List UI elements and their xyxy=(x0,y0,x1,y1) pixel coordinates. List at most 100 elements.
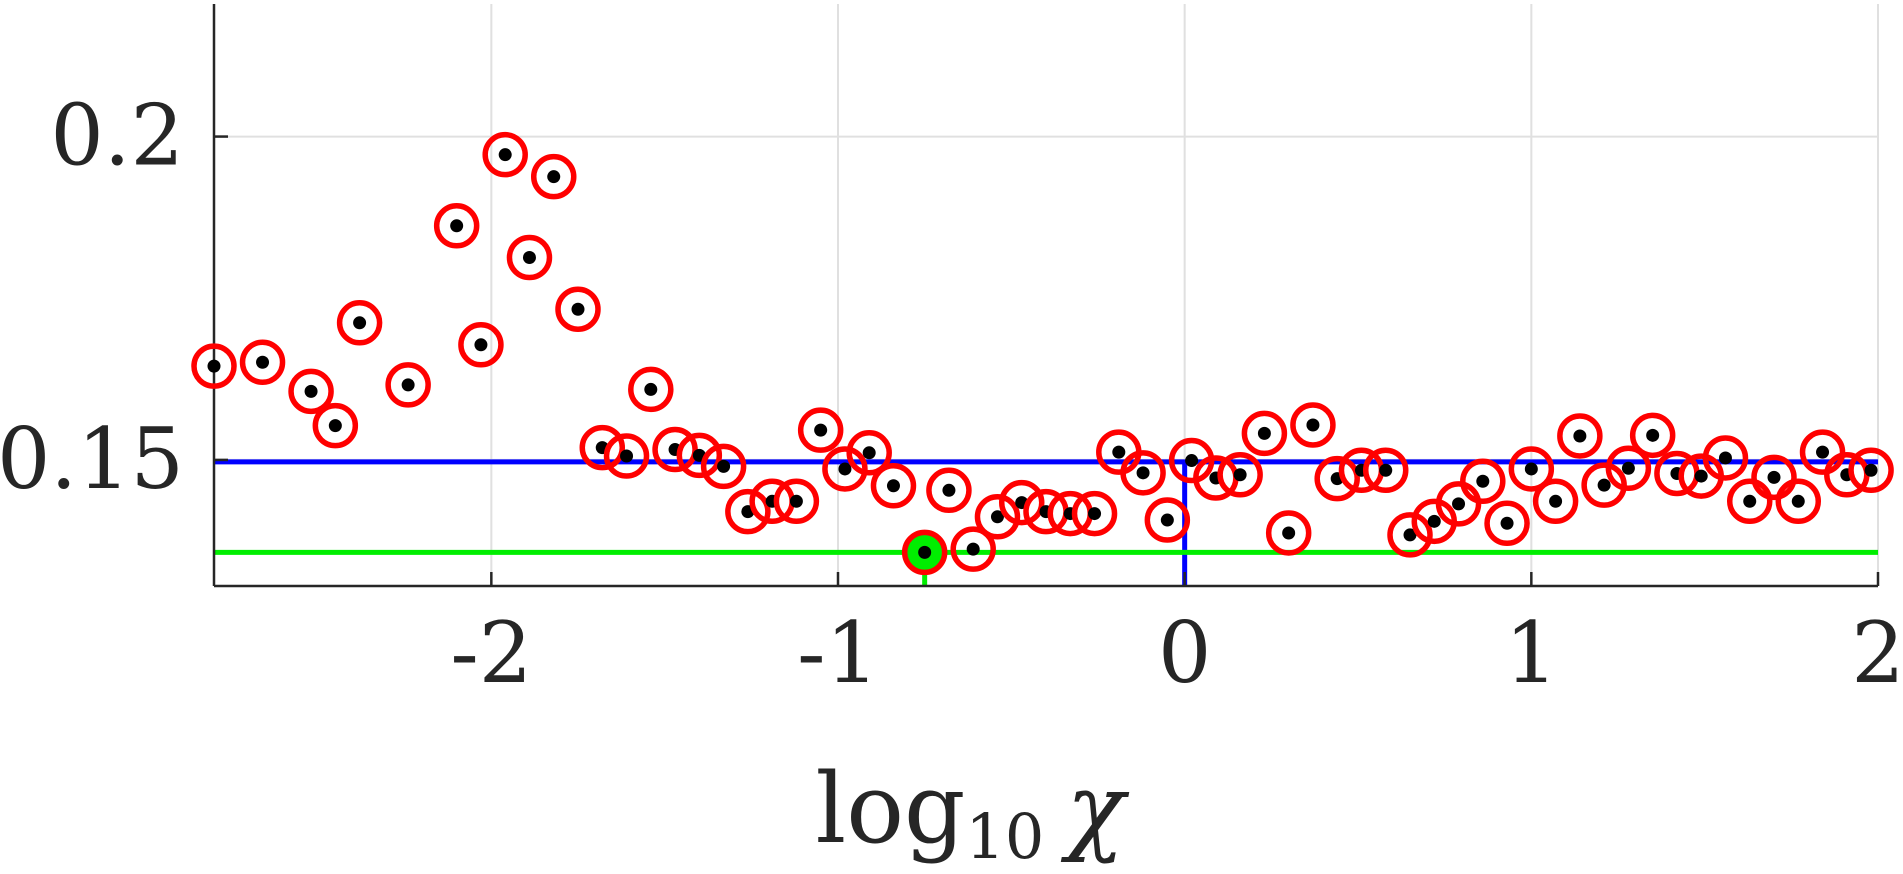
data-point-marker xyxy=(555,286,601,332)
data-point-marker xyxy=(458,322,504,368)
data-point-marker xyxy=(926,467,972,514)
data-point-marker xyxy=(1775,478,1822,525)
data-point-marker xyxy=(1751,454,1797,501)
reference-lines xyxy=(214,459,1878,586)
data-point-dot xyxy=(1767,470,1781,484)
data-point-dot xyxy=(571,302,585,316)
data-point-marker xyxy=(797,407,844,453)
data-point-marker xyxy=(676,432,723,479)
data-point-dot xyxy=(1452,497,1466,511)
data-point-marker xyxy=(1314,455,1360,502)
data-point-dot xyxy=(942,483,956,497)
data-point-dot xyxy=(1549,494,1563,508)
data-point-dot xyxy=(1718,451,1732,465)
data-point-marker xyxy=(1508,446,1555,492)
data-point-marker xyxy=(312,402,359,449)
data-point-dot xyxy=(522,250,536,264)
data-point-dot xyxy=(353,316,367,330)
data-point-dot xyxy=(474,338,488,352)
data-point-dot xyxy=(1136,466,1150,480)
data-point-dot xyxy=(207,359,221,373)
data-point-marker xyxy=(1557,413,1603,459)
data-point-marker xyxy=(191,343,237,389)
x-tick-label: -1 xyxy=(797,604,879,702)
data-point-marker xyxy=(433,203,480,249)
data-point-dot xyxy=(1088,507,1102,521)
grid-layer xyxy=(214,4,1879,586)
data-point-marker xyxy=(1605,445,1652,492)
data-point-dot xyxy=(918,545,932,559)
data-point-dot xyxy=(1282,526,1296,540)
data-point-dot xyxy=(1233,468,1247,482)
data-point-marker xyxy=(822,446,868,492)
data-point-marker xyxy=(1290,402,1336,448)
data-point-marker xyxy=(1726,478,1773,525)
data-point-marker xyxy=(1241,410,1288,457)
data-point-dot xyxy=(1500,516,1514,530)
data-point-marker xyxy=(530,153,577,200)
data-point-marker xyxy=(288,368,334,415)
data-point-dot xyxy=(1646,428,1660,442)
data-point-dot xyxy=(1476,474,1490,488)
x-tick-label: -2 xyxy=(450,604,532,702)
axes xyxy=(212,4,1880,588)
data-point-dot xyxy=(1379,463,1393,477)
data-point-dot xyxy=(886,479,900,493)
data-point-dot xyxy=(328,419,342,433)
data-point-dot xyxy=(450,219,464,233)
x-axis-label-subscript: 10 xyxy=(965,800,1044,873)
data-point-dot xyxy=(1597,478,1611,492)
data-point-marker xyxy=(1071,490,1118,537)
data-point-marker xyxy=(725,488,771,535)
data-point-dot xyxy=(1743,494,1757,508)
data-point-dot xyxy=(862,446,876,460)
data-point-dot xyxy=(498,148,512,162)
data-point-dot xyxy=(1573,429,1587,443)
data-point-dot xyxy=(717,459,731,473)
data-point-marker xyxy=(1362,447,1409,493)
data-point-dot xyxy=(1257,426,1271,440)
data-point-marker xyxy=(846,430,892,476)
data-point-marker xyxy=(1460,458,1506,504)
data-point-marker xyxy=(506,234,553,281)
data-point-marker xyxy=(239,339,286,386)
data-point-dot xyxy=(789,494,803,508)
data-point-marker xyxy=(1532,478,1579,525)
data-point-dot xyxy=(1185,454,1199,468)
data-point-dot xyxy=(1694,469,1708,483)
data-point-marker xyxy=(1702,435,1749,481)
data-point-dot xyxy=(1306,418,1320,432)
data-point-dot xyxy=(1112,445,1126,459)
data-point-dot xyxy=(644,382,658,396)
data-point-dot xyxy=(1524,462,1538,476)
y-tick-label: 0.15 xyxy=(0,410,184,508)
data-point-marker xyxy=(652,426,698,473)
data-point-marker xyxy=(628,366,674,413)
x-tick-label: 0 xyxy=(1158,604,1211,702)
data-point-dot xyxy=(304,384,318,398)
data-point-dot xyxy=(620,449,634,463)
data-point-marker xyxy=(579,424,626,471)
data-point-dot xyxy=(401,378,415,392)
data-point-dot xyxy=(814,423,828,437)
x-tick-label: 2 xyxy=(1851,604,1903,702)
data-point-marker xyxy=(870,463,917,509)
x-axis-label-base: log xyxy=(815,753,965,865)
data-point-marker xyxy=(773,478,820,525)
data-point-dot xyxy=(1864,463,1878,477)
data-point-dot xyxy=(1160,513,1174,527)
x-tick-label: 1 xyxy=(1505,604,1558,702)
data-points xyxy=(191,131,1894,576)
data-point-marker xyxy=(1484,500,1530,547)
x-axis-label-symbol: χ xyxy=(1060,753,1129,865)
data-point-marker xyxy=(700,443,747,490)
data-point-marker xyxy=(1435,481,1482,527)
data-point-marker xyxy=(1144,497,1191,543)
data-point-marker xyxy=(950,526,996,572)
data-point-marker xyxy=(1265,510,1312,556)
y-tick-label: 0.2 xyxy=(50,87,184,185)
data-point-dot xyxy=(1427,514,1441,528)
data-point-marker xyxy=(1629,412,1676,459)
